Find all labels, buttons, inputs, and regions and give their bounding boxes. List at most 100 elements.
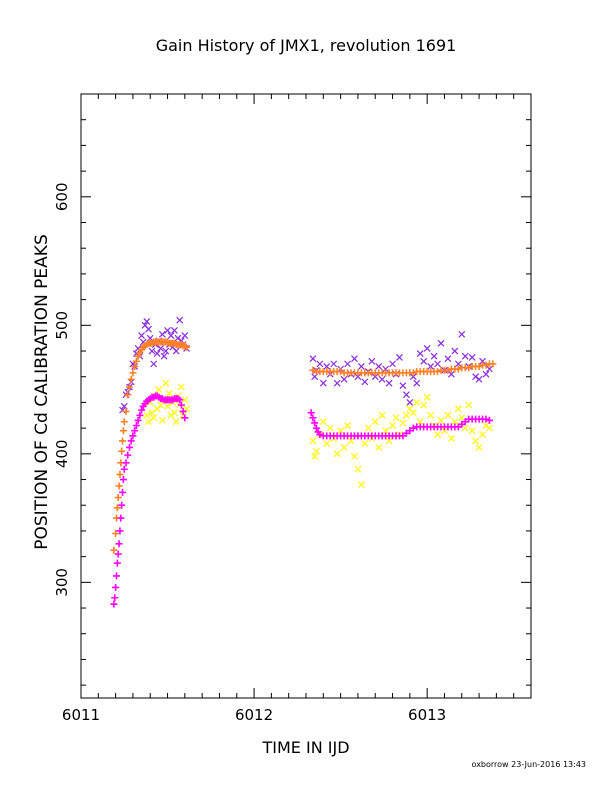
data-point-x-0 bbox=[427, 363, 435, 370]
data-point-x-0 bbox=[420, 357, 428, 365]
data-point-x-2 bbox=[392, 414, 400, 422]
data-point-x-2 bbox=[164, 402, 171, 410]
data-point-plus-3 bbox=[138, 406, 146, 414]
data-point-plus-3 bbox=[119, 488, 127, 496]
data-point-plus-1 bbox=[134, 352, 142, 360]
data-point-x-2 bbox=[340, 443, 348, 451]
data-point-x-0 bbox=[150, 360, 158, 368]
data-point-plus-1 bbox=[489, 360, 497, 368]
data-point-plus-1 bbox=[124, 391, 132, 399]
data-point-x-0 bbox=[385, 379, 393, 387]
data-point-x-0 bbox=[176, 316, 184, 324]
data-point-plus-1 bbox=[183, 343, 191, 351]
data-point-x-2 bbox=[371, 418, 379, 426]
data-point-plus-1 bbox=[475, 362, 483, 370]
data-point-x-0 bbox=[162, 347, 170, 355]
data-point-x-2 bbox=[461, 424, 469, 432]
data-point-plus-1 bbox=[454, 365, 462, 373]
data-point-plus-1 bbox=[131, 362, 139, 370]
data-point-x-0 bbox=[454, 360, 462, 368]
data-point-x-0 bbox=[361, 378, 369, 386]
data-point-plus-3 bbox=[316, 431, 324, 439]
footer-credit: oxborrow 23-Jun-2016 13:43 bbox=[471, 760, 586, 769]
data-point-x-0 bbox=[375, 363, 383, 370]
data-point-x-2 bbox=[444, 411, 452, 419]
data-point-x-2 bbox=[150, 414, 158, 422]
data-point-x-0 bbox=[416, 350, 424, 358]
data-point-x-2 bbox=[423, 393, 431, 401]
data-point-x-2 bbox=[399, 419, 407, 427]
data-point-x-0 bbox=[368, 357, 376, 365]
x-tick-label: 6011 bbox=[62, 706, 100, 724]
data-point-x-2 bbox=[475, 443, 483, 451]
data-point-plus-1 bbox=[116, 470, 124, 478]
data-point-x-2 bbox=[468, 427, 476, 435]
data-point-x-2 bbox=[434, 431, 441, 438]
data-point-x-0 bbox=[378, 375, 386, 383]
data-point-x-2 bbox=[354, 465, 362, 473]
data-point-x-2 bbox=[333, 450, 341, 458]
data-point-plus-3 bbox=[113, 559, 121, 567]
data-point-x-2 bbox=[378, 411, 386, 419]
data-point-x-2 bbox=[312, 447, 320, 455]
y-tick-label: 300 bbox=[53, 568, 71, 597]
data-point-x-0 bbox=[354, 373, 362, 381]
data-point-x-0 bbox=[472, 373, 480, 381]
data-point-x-0 bbox=[158, 330, 166, 338]
data-point-plus-3 bbox=[136, 411, 144, 419]
data-point-x-2 bbox=[375, 443, 383, 451]
data-point-x-2 bbox=[427, 411, 435, 419]
data-point-x-0 bbox=[316, 360, 324, 368]
data-point-x-0 bbox=[309, 355, 317, 363]
data-point-plus-1 bbox=[444, 366, 452, 374]
data-point-plus-1 bbox=[119, 437, 127, 445]
data-point-x-2 bbox=[347, 437, 355, 445]
data-point-x-0 bbox=[357, 363, 365, 370]
data-point-plus-1 bbox=[120, 418, 128, 426]
data-point-x-2 bbox=[420, 401, 428, 409]
data-point-plus-1 bbox=[127, 375, 135, 383]
data-point-x-0 bbox=[479, 357, 486, 365]
data-point-x-2 bbox=[479, 431, 486, 438]
data-point-x-0 bbox=[340, 375, 348, 383]
data-point-x-2 bbox=[162, 379, 170, 387]
data-point-x-0 bbox=[482, 370, 490, 378]
data-point-plus-1 bbox=[119, 427, 127, 435]
data-point-x-2 bbox=[382, 427, 390, 435]
data-point-x-0 bbox=[444, 355, 452, 363]
data-point-x-0 bbox=[434, 360, 441, 368]
data-point-x-2 bbox=[454, 405, 462, 413]
y-tick-label: 500 bbox=[53, 311, 71, 340]
data-point-plus-3 bbox=[177, 401, 185, 409]
data-point-x-2 bbox=[441, 427, 448, 435]
data-point-plus-3 bbox=[312, 424, 320, 432]
data-point-plus-3 bbox=[134, 416, 142, 424]
data-point-plus-3 bbox=[307, 409, 315, 417]
data-point-x-0 bbox=[330, 360, 338, 368]
data-point-plus-1 bbox=[114, 494, 122, 502]
data-point-x-2 bbox=[145, 418, 152, 426]
data-point-plus-1 bbox=[122, 407, 130, 415]
data-point-x-2 bbox=[165, 390, 173, 397]
data-point-x-2 bbox=[413, 399, 421, 406]
data-point-x-2 bbox=[319, 418, 327, 426]
data-point-x-2 bbox=[416, 418, 424, 426]
data-point-x-2 bbox=[326, 424, 334, 432]
data-point-x-2 bbox=[143, 411, 151, 419]
data-point-x-0 bbox=[423, 345, 431, 352]
data-point-x-0 bbox=[157, 345, 165, 352]
data-point-plus-3 bbox=[482, 415, 490, 423]
data-point-plus-3 bbox=[117, 514, 125, 522]
data-point-x-0 bbox=[153, 350, 161, 358]
data-point-x-2 bbox=[364, 424, 372, 432]
data-point-plus-3 bbox=[131, 427, 139, 435]
data-point-x-0 bbox=[181, 332, 189, 340]
data-point-x-0 bbox=[160, 352, 168, 360]
data-point-plus-3 bbox=[309, 414, 317, 422]
data-point-x-2 bbox=[311, 452, 319, 460]
data-point-x-0 bbox=[413, 379, 421, 387]
data-point-plus-3 bbox=[112, 572, 120, 580]
data-point-x-2 bbox=[409, 409, 417, 417]
data-point-plus-3 bbox=[120, 465, 128, 473]
